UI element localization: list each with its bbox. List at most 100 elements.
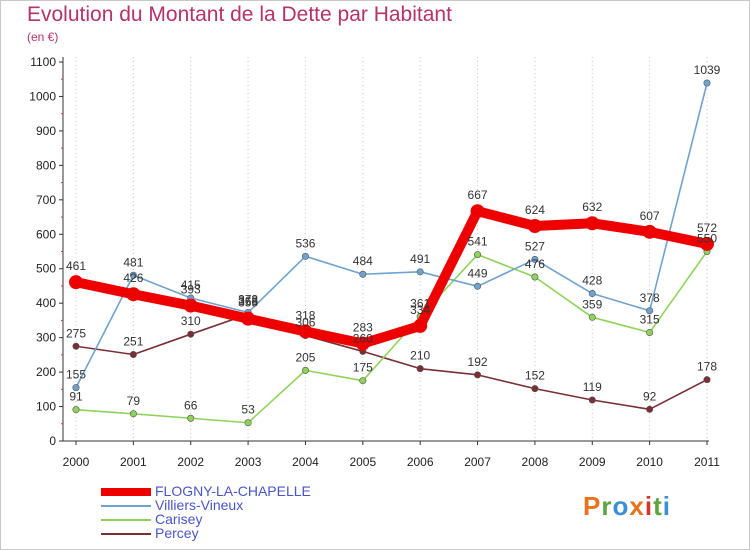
y-tick-label: 100 bbox=[36, 400, 56, 414]
data-label: 632 bbox=[582, 200, 602, 214]
series-line-flogny-la-chapelle bbox=[71, 206, 712, 349]
data-label: 79 bbox=[127, 394, 141, 408]
x-tick-label: 2006 bbox=[407, 455, 434, 469]
legend-label: Percey bbox=[155, 525, 199, 541]
data-label: 449 bbox=[468, 266, 488, 280]
y-tick-label: 800 bbox=[36, 158, 56, 172]
logo-letter: o bbox=[612, 491, 630, 521]
data-point bbox=[588, 396, 596, 404]
data-point bbox=[588, 313, 596, 321]
data-label: 152 bbox=[525, 369, 545, 383]
x-tick-label: 2010 bbox=[636, 455, 663, 469]
data-label: 541 bbox=[468, 235, 488, 249]
data-point bbox=[298, 324, 313, 339]
data-label: 283 bbox=[353, 320, 373, 334]
data-label: 426 bbox=[123, 271, 143, 285]
data-label: 527 bbox=[525, 239, 545, 253]
data-label: 491 bbox=[410, 252, 430, 266]
y-tick-label: 0 bbox=[49, 434, 56, 448]
data-label: 484 bbox=[353, 254, 373, 268]
data-point bbox=[416, 268, 424, 276]
data-label: 415 bbox=[181, 278, 201, 292]
data-point bbox=[359, 270, 367, 278]
x-tick-label: 2004 bbox=[292, 455, 319, 469]
data-label: 361 bbox=[410, 297, 430, 311]
data-point bbox=[187, 330, 195, 338]
data-label: 1039 bbox=[694, 63, 721, 77]
data-point bbox=[129, 271, 137, 279]
data-point bbox=[183, 298, 198, 313]
data-point bbox=[126, 287, 141, 302]
x-tick-label: 2008 bbox=[522, 455, 549, 469]
chart-title: Evolution du Montant de la Dette par Hab… bbox=[27, 3, 452, 26]
data-point bbox=[470, 204, 485, 219]
data-point bbox=[416, 365, 424, 373]
data-label: 428 bbox=[582, 274, 602, 288]
data-label: 572 bbox=[697, 221, 717, 235]
logo-letter: t bbox=[653, 491, 663, 521]
data-point bbox=[531, 273, 539, 281]
legend-label: FLOGNY-LA-CHAPELLE bbox=[155, 483, 311, 499]
y-tick-label: 1000 bbox=[29, 89, 56, 103]
data-point bbox=[244, 419, 252, 427]
data-label: 210 bbox=[410, 349, 430, 363]
legend-swatch bbox=[101, 519, 151, 521]
data-point bbox=[359, 377, 367, 385]
data-label: 373 bbox=[238, 292, 258, 306]
data-point bbox=[474, 251, 482, 259]
x-tick-label: 2001 bbox=[120, 455, 147, 469]
data-label: 607 bbox=[640, 209, 660, 223]
x-tick-label: 2009 bbox=[579, 455, 606, 469]
data-point bbox=[72, 384, 80, 392]
data-point bbox=[129, 351, 137, 359]
data-label: 66 bbox=[184, 398, 198, 412]
data-point bbox=[703, 376, 711, 384]
x-tick-label: 2005 bbox=[349, 455, 376, 469]
data-label: 205 bbox=[295, 350, 315, 364]
data-label: 155 bbox=[66, 368, 86, 382]
data-point bbox=[527, 219, 542, 234]
data-label: 667 bbox=[468, 188, 488, 202]
data-label: 461 bbox=[66, 259, 86, 273]
data-point bbox=[531, 385, 539, 393]
data-point bbox=[585, 216, 600, 231]
y-tick-label: 500 bbox=[36, 262, 56, 276]
data-label: 481 bbox=[123, 255, 143, 269]
data-label: 53 bbox=[241, 403, 255, 417]
logo-letter: r bbox=[601, 491, 613, 521]
legend-swatch bbox=[101, 533, 151, 535]
data-label: 624 bbox=[525, 203, 545, 217]
data-label: 359 bbox=[582, 297, 602, 311]
x-tick-label: 2007 bbox=[464, 455, 491, 469]
data-label: 368 bbox=[238, 294, 258, 308]
data-label: 550 bbox=[697, 232, 717, 246]
y-tick-label: 900 bbox=[36, 124, 56, 138]
data-label: 91 bbox=[69, 390, 83, 404]
data-label: 355 bbox=[238, 296, 258, 310]
series-line-percey bbox=[75, 313, 708, 411]
data-label: 92 bbox=[643, 389, 657, 403]
data-point bbox=[187, 414, 195, 422]
data-point bbox=[301, 252, 309, 260]
grid-lines bbox=[75, 57, 708, 441]
series-line-villiers-vineux bbox=[75, 82, 708, 389]
series-lines bbox=[69, 79, 714, 427]
data-point bbox=[646, 307, 654, 315]
data-point bbox=[69, 275, 83, 290]
data-point bbox=[588, 290, 596, 298]
series-line-carisey bbox=[75, 250, 708, 424]
data-label: 476 bbox=[525, 257, 545, 271]
data-labels: 275 251 310 368 306 260 210 192 152 119 92 178 91 79 6… bbox=[66, 63, 721, 417]
data-point bbox=[646, 328, 654, 336]
y-tick-label: 400 bbox=[36, 296, 56, 310]
unit-label: (en €) bbox=[27, 30, 59, 44]
data-label: 260 bbox=[353, 331, 373, 345]
data-point bbox=[413, 318, 428, 333]
x-tick-label: 2002 bbox=[177, 455, 204, 469]
data-point bbox=[72, 406, 80, 414]
data-point bbox=[474, 282, 482, 290]
data-point bbox=[129, 410, 137, 418]
data-label: 315 bbox=[640, 312, 660, 326]
